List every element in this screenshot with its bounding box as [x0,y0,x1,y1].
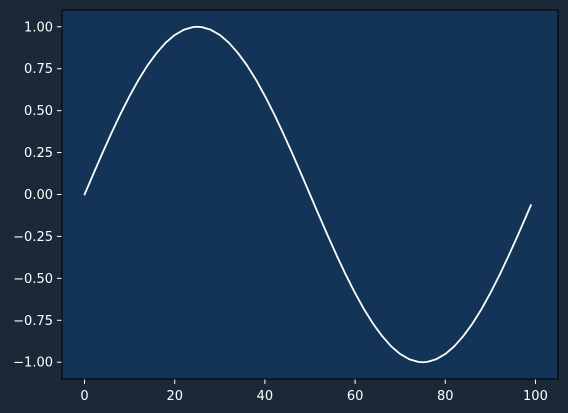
series-layer [83,25,532,364]
y-tick-label: −0.25 [13,230,53,245]
y-tick-label: −0.50 [13,272,53,287]
y-tick-label: 0.25 [24,146,53,161]
x-axis: 0 20 40 60 80 100 [80,379,548,404]
y-tick-label: 0.00 [24,188,53,203]
y-tick-label: −1.00 [13,356,53,371]
x-tick-label: 0 [80,389,88,404]
x-tick-label: 40 [257,389,274,404]
y-tick-label: 0.50 [24,104,53,119]
y-tick-label: −0.75 [13,314,53,329]
x-tick-label: 80 [437,389,454,404]
x-tick-label: 20 [166,389,183,404]
y-axis: 1.00 0.75 0.50 0.25 0.00 −0.25 −0.50 −0.75 −1.00 [13,20,62,371]
x-tick-label: 100 [523,389,548,404]
plot-frame [61,9,559,380]
y-tick-label: 1.00 [24,20,53,35]
series-line [83,25,532,364]
x-tick-label: 60 [347,389,364,404]
y-tick-label: 0.75 [24,62,53,77]
